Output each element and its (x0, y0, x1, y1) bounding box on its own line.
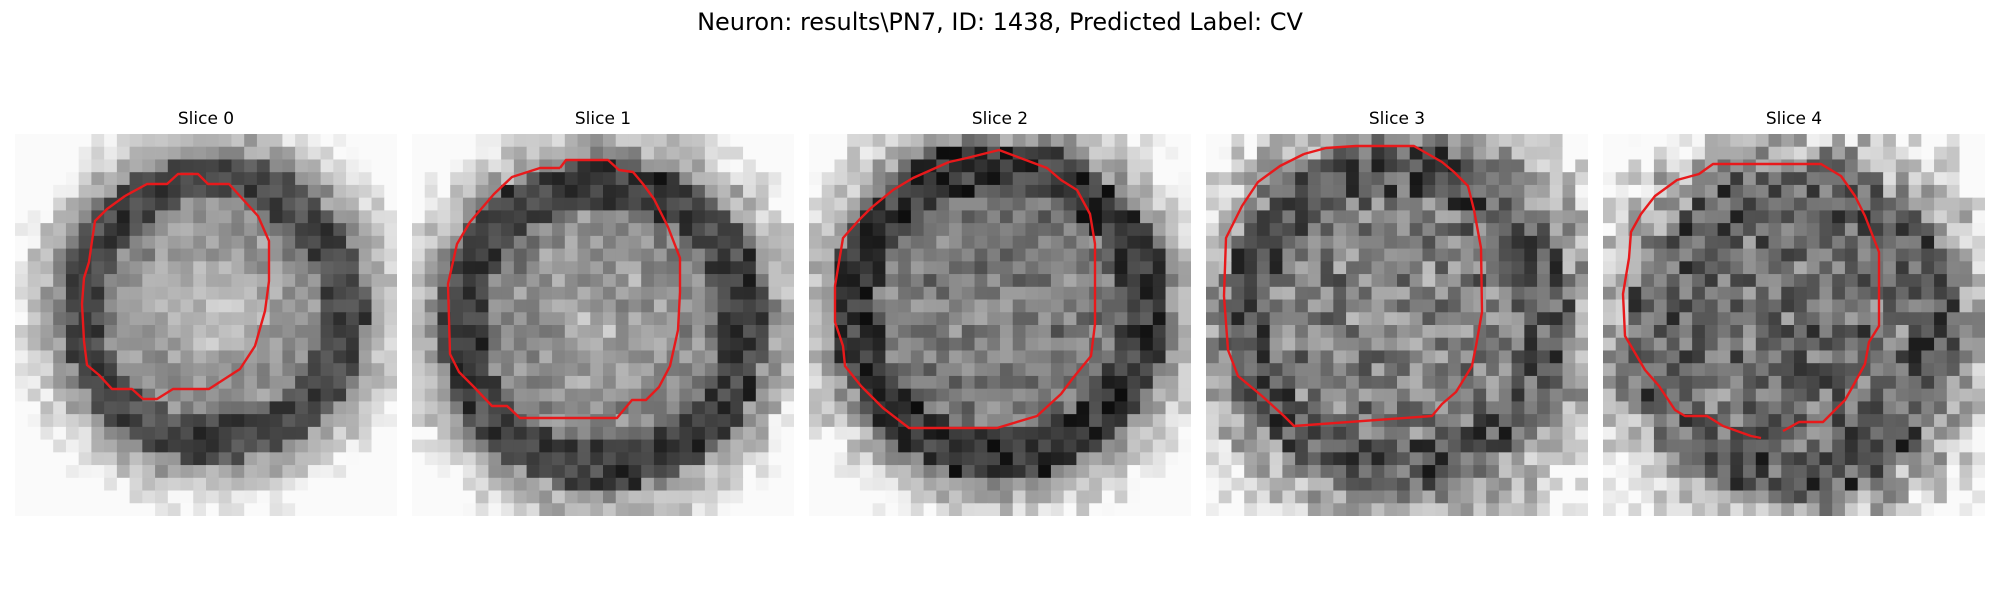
slice-title-4: Slice 4 (1765, 109, 1823, 129)
slice-image-3 (1206, 134, 1588, 516)
slice-image-4 (1603, 134, 1985, 516)
slice-image-1 (412, 134, 794, 516)
slice-panel-2: Slice 2 (809, 108, 1191, 516)
slice-panel-4: Slice 4 (1603, 108, 1985, 516)
slice-panel-3: Slice 3 (1206, 108, 1588, 516)
slice-title-0: Slice 0 (177, 109, 235, 129)
slice-image-2 (809, 134, 1191, 516)
slice-title-1: Slice 1 (574, 109, 632, 129)
slice-panel-0: Slice 0 (15, 108, 397, 516)
slice-image-0 (15, 134, 397, 516)
slice-panel-1: Slice 1 (412, 108, 794, 516)
figure-title: Neuron: results\PN7, ID: 1438, Predicted… (697, 8, 1303, 36)
slice-title-3: Slice 3 (1368, 109, 1426, 129)
slice-title-2: Slice 2 (971, 109, 1029, 129)
